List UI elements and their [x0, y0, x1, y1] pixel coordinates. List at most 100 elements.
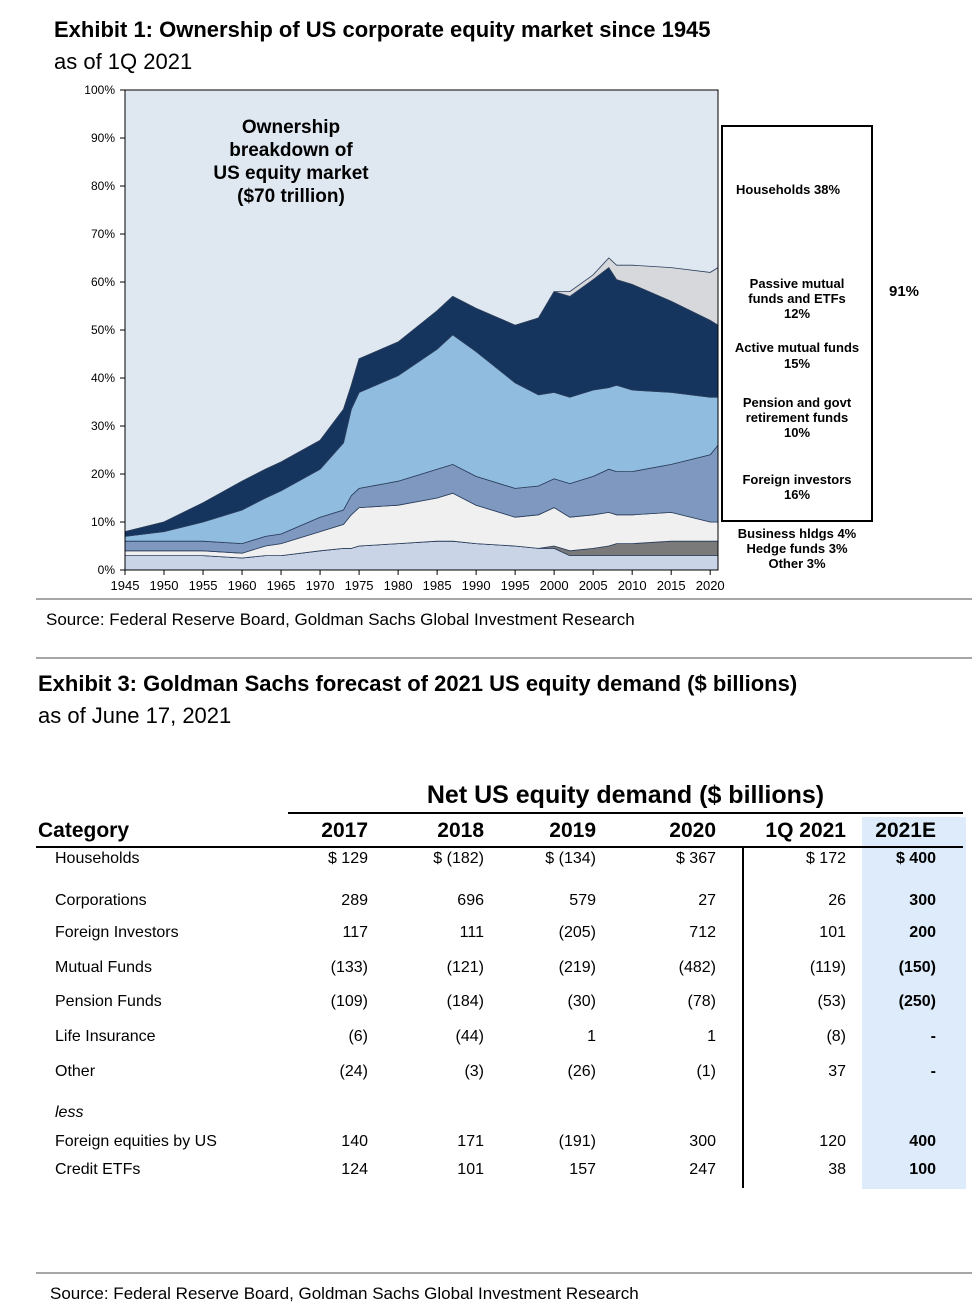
row-label: Life Insurance — [55, 1028, 156, 1045]
divider — [36, 657, 972, 659]
table-cell: 38 — [828, 1161, 846, 1178]
table-cell: $ (182) — [433, 850, 484, 867]
legend-pension-funds: 10% — [784, 425, 810, 440]
row-label: Pension Funds — [55, 993, 162, 1010]
legend-business-hedge-other: Business hldgs 4% — [738, 526, 857, 541]
table-cell: 171 — [457, 1133, 484, 1150]
column-header: 2018 — [437, 819, 484, 842]
table-cell: $ (134) — [545, 850, 596, 867]
table-cell: 157 — [569, 1161, 596, 1178]
table-cell: (6) — [348, 1028, 368, 1045]
forecast-cell: 300 — [909, 892, 936, 909]
forecast-cell: (150) — [898, 959, 936, 976]
table-cell: (26) — [567, 1063, 596, 1080]
exhibit3-title: Exhibit 3: Goldman Sachs forecast of 202… — [38, 671, 798, 696]
legend-business-hedge-other: Hedge funds 3% — [746, 541, 848, 556]
divider — [36, 598, 972, 600]
forecast-cell: $ 400 — [895, 850, 936, 867]
forecast-cell: 400 — [909, 1133, 936, 1150]
x-tick-label: 1955 — [189, 578, 218, 593]
y-tick-label: 60% — [91, 275, 115, 289]
forecast-cell: - — [930, 1028, 936, 1045]
table-cell: (24) — [339, 1063, 368, 1080]
y-tick-label: 30% — [91, 419, 115, 433]
table-cell: $ 129 — [327, 850, 368, 867]
y-tick-label: 80% — [91, 179, 115, 193]
column-header: 2020 — [669, 819, 716, 842]
header-rule — [288, 812, 963, 814]
table-cell: $ 172 — [805, 850, 846, 867]
exhibit1-subtitle: as of 1Q 2021 — [54, 49, 193, 74]
forecast-column-highlight — [862, 817, 966, 1189]
x-tick-label: 1990 — [462, 578, 491, 593]
table-cell: (3) — [464, 1063, 484, 1080]
y-tick-label: 50% — [91, 323, 115, 337]
table-cell: 27 — [698, 892, 716, 909]
chart-annotation: breakdown of — [229, 140, 353, 161]
table-cell: (78) — [687, 993, 716, 1010]
table-cell: 1 — [587, 1028, 596, 1045]
legend-box — [721, 125, 873, 522]
legend-business-hedge-other: Other 3% — [768, 556, 826, 571]
actual-forecast-separator — [742, 848, 744, 1188]
table-cell: (1) — [696, 1063, 716, 1080]
table-cell: 247 — [689, 1161, 716, 1178]
table-cell: (30) — [567, 993, 596, 1010]
exhibit3-source: Source: Federal Reserve Board, Goldman S… — [50, 1284, 639, 1303]
divider — [36, 1272, 972, 1274]
table-cell: (109) — [330, 993, 368, 1010]
legend-foreign-investors: 16% — [784, 487, 810, 502]
table-cell: 696 — [457, 892, 484, 909]
table-cell: (53) — [817, 993, 846, 1010]
table-cell: (482) — [678, 959, 716, 976]
table-cell: (119) — [809, 959, 846, 976]
row-label: Foreign equities by US — [55, 1133, 217, 1150]
x-tick-label: 2015 — [657, 578, 686, 593]
table-cell: (191) — [558, 1133, 596, 1150]
table-cell: 124 — [341, 1161, 368, 1178]
table-cell: (133) — [330, 959, 368, 976]
chart-annotation: US equity market — [213, 163, 369, 184]
table-cell: 101 — [819, 924, 846, 941]
exhibit1-title: Exhibit 1: Ownership of US corporate equ… — [54, 17, 711, 42]
legend-households: Households 38% — [736, 182, 840, 197]
table-cell: 579 — [569, 892, 596, 909]
column-header: 1Q 2021 — [765, 819, 846, 842]
x-tick-label: 1995 — [501, 578, 530, 593]
table-cell: (8) — [826, 1028, 846, 1045]
column-rule — [36, 846, 963, 848]
y-tick-label: 0% — [98, 563, 116, 577]
y-tick-label: 40% — [91, 371, 115, 385]
x-tick-label: 1950 — [150, 578, 179, 593]
x-tick-label: 2000 — [540, 578, 569, 593]
table-cell: $ 367 — [675, 850, 716, 867]
y-tick-label: 10% — [91, 515, 115, 529]
column-header: 2021E — [875, 819, 936, 842]
table-cell: 140 — [341, 1133, 368, 1150]
chart-annotation: ($70 trillion) — [237, 186, 345, 207]
y-tick-label: 70% — [91, 227, 115, 241]
table-cell: 1 — [707, 1028, 716, 1045]
table-cell: 117 — [342, 924, 368, 941]
row-label: Mutual Funds — [55, 959, 152, 976]
x-tick-label: 1945 — [111, 578, 140, 593]
table-cell: (121) — [446, 959, 484, 976]
ownership-area-chart: 0% 10% 20% 30% 40% 50% 60% 70% 80% 90% 100% 1945 195… — [84, 83, 919, 593]
y-tick-label: 100% — [84, 83, 115, 97]
exhibit3-subtitle: as of June 17, 2021 — [38, 703, 232, 728]
table-cell: (219) — [558, 959, 596, 976]
x-tick-label: 2010 — [618, 578, 647, 593]
table-cell: 26 — [828, 892, 846, 909]
table-cell: 101 — [457, 1161, 484, 1178]
row-label: Other — [55, 1063, 96, 1080]
table-cell: 111 — [459, 924, 484, 941]
chart-annotation: Ownership — [242, 117, 340, 138]
category-header: Category — [38, 819, 130, 842]
x-tick-label: 1985 — [423, 578, 452, 593]
legend-foreign-investors: Foreign investors — [742, 472, 851, 487]
less-label: less — [55, 1104, 84, 1121]
x-tick-label: 1975 — [345, 578, 374, 593]
x-tick-label: 1965 — [267, 578, 296, 593]
forecast-cell: (250) — [898, 993, 936, 1010]
x-tick-label: 1970 — [306, 578, 335, 593]
